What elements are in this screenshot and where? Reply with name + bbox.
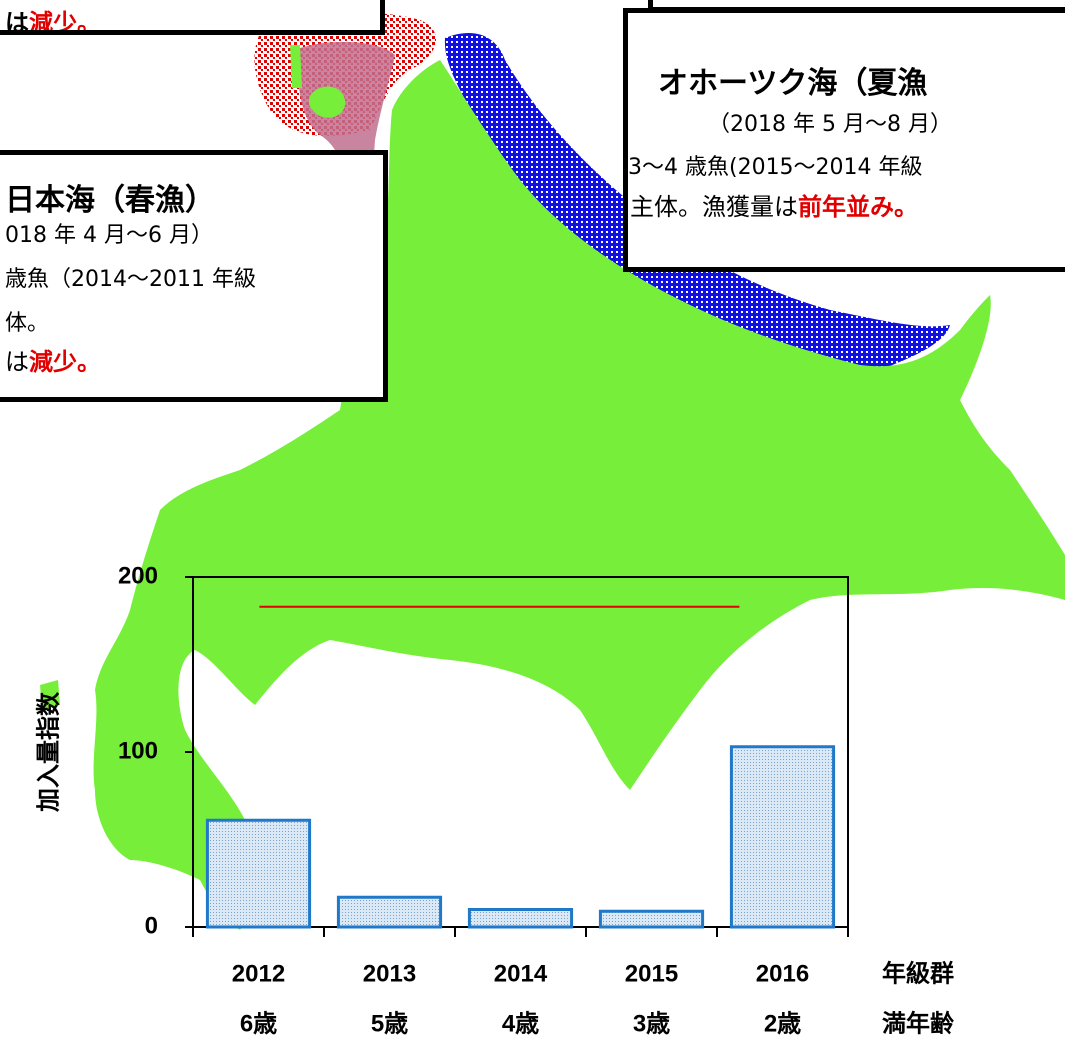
age-title: 満年齢 (882, 1009, 955, 1037)
age-label: 2歳 (764, 1009, 801, 1037)
top-left-box: は減少。 (0, 0, 385, 35)
text-line: は減少。 (5, 342, 101, 377)
japan-sea-box: 日本海（春漁） 018 年 4 月～6 月） 歳魚（2014～2011 年級 体… (0, 150, 388, 402)
highlight: 減少。 (29, 9, 101, 35)
age-label: 3歳 (633, 1009, 670, 1037)
text: は (5, 348, 29, 376)
text: 主体。漁獲量は (630, 193, 798, 221)
text-line: （2018 年 5 月～8 月） (708, 112, 952, 137)
box-title: オホーツク海（夏漁 (658, 66, 928, 101)
hokkaido (93, 60, 1065, 930)
y-axis-label: 加入量指数 (35, 691, 62, 812)
blue-area (444, 33, 950, 371)
bar (205, 818, 312, 929)
y-tick-label: 200 (118, 562, 158, 589)
x-tick-label: 2013 (363, 960, 416, 987)
box-title: 日本海（春漁） (5, 183, 215, 218)
x-tick-label: 2016 (756, 960, 809, 987)
highlight: 減少。 (29, 348, 101, 376)
bar-chart: 加入量指数 0 100 200 2012 6歳 2013 5歳 2014 4歳 2015 3歳 201… (35, 562, 955, 1037)
island (40, 45, 352, 710)
bar (467, 908, 574, 929)
text-line: 主体。漁獲量は前年並み。 (630, 187, 918, 222)
x-tick-label: 2015 (625, 960, 678, 987)
highlight: 前年並み。 (798, 193, 918, 221)
text: は (5, 9, 29, 35)
x-tick-label: 2014 (494, 960, 548, 987)
text-line: 018 年 4 月～6 月） (5, 223, 213, 248)
age-label: 4歳 (502, 1009, 539, 1037)
x-tick-label: 2012 (232, 960, 285, 987)
text-line: 歳魚（2014～2011 年級 (5, 267, 256, 292)
age-label: 5歳 (371, 1009, 408, 1037)
y-tick-label: 100 (118, 737, 158, 764)
text-line: 3～4 歳魚(2015～2014 年級 (628, 155, 923, 180)
bar (598, 909, 705, 929)
age-label: 6歳 (240, 1009, 277, 1037)
bar (336, 895, 443, 929)
text-line: 体。 (5, 311, 50, 336)
okhotsk-box: オホーツク海（夏漁 （2018 年 5 月～8 月） 3～4 歳魚(2015～2… (623, 8, 1065, 272)
category-title: 年級群 (882, 959, 954, 987)
text-line: は減少。 (5, 3, 101, 35)
bar (729, 745, 836, 929)
y-tick-label: 0 (145, 912, 158, 939)
